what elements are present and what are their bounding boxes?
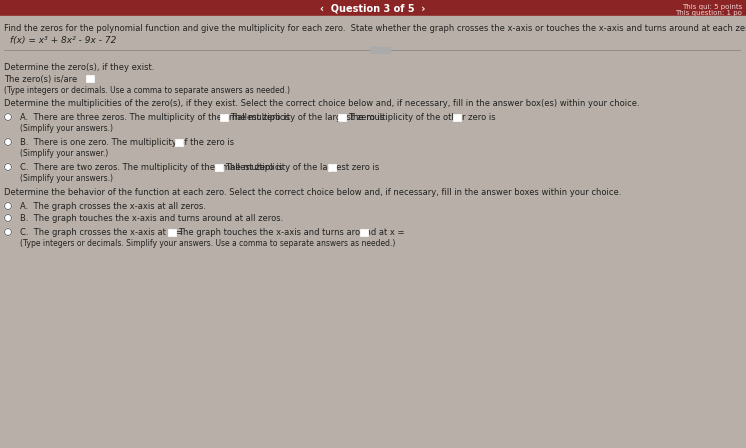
Text: (Simplify your answers.): (Simplify your answers.) xyxy=(20,124,113,133)
Text: (Type integers or decimals. Simplify your answers. Use a comma to separate answe: (Type integers or decimals. Simplify you… xyxy=(20,239,395,248)
Bar xyxy=(175,138,183,146)
Text: The multiplicity of the other zero is: The multiplicity of the other zero is xyxy=(348,113,495,122)
Bar xyxy=(215,164,223,171)
Text: The multiplicity of the largest zero is: The multiplicity of the largest zero is xyxy=(225,163,379,172)
Text: The graph touches the x-axis and turns around at x =: The graph touches the x-axis and turns a… xyxy=(178,228,404,237)
Text: C.  There are two zeros. The multiplicity of the smallest zero is: C. There are two zeros. The multiplicity… xyxy=(20,163,283,172)
Text: B.  There is one zero. The multiplicity of the zero is: B. There is one zero. The multiplicity o… xyxy=(20,138,234,147)
Bar xyxy=(360,228,368,236)
Bar xyxy=(168,228,176,236)
Circle shape xyxy=(4,138,11,146)
Circle shape xyxy=(4,164,11,171)
Bar xyxy=(220,113,228,121)
Text: (Type integers or decimals. Use a comma to separate answers as needed.): (Type integers or decimals. Use a comma … xyxy=(4,86,290,95)
Circle shape xyxy=(4,202,11,210)
Text: f(x) = x³ + 8x² - 9x - 72: f(x) = x³ + 8x² - 9x - 72 xyxy=(10,36,116,45)
Text: This qui: 5 points: This qui: 5 points xyxy=(682,4,742,10)
Bar xyxy=(370,47,390,53)
Text: The zero(s) is/are: The zero(s) is/are xyxy=(4,75,78,84)
Text: (Simplify your answer.): (Simplify your answer.) xyxy=(20,149,108,158)
Text: Determine the zero(s), if they exist.: Determine the zero(s), if they exist. xyxy=(4,63,154,72)
Text: A.  There are three zeros. The multiplicity of the smallest zero is: A. There are three zeros. The multiplici… xyxy=(20,113,290,122)
Text: The multiplicity of the largest zero is: The multiplicity of the largest zero is xyxy=(230,113,384,122)
Bar xyxy=(0,0,746,16)
Text: Determine the multiplicities of the zero(s), if they exist. Select the correct c: Determine the multiplicities of the zero… xyxy=(4,99,639,108)
Text: ‹  Question 3 of 5  ›: ‹ Question 3 of 5 › xyxy=(320,3,426,13)
Circle shape xyxy=(4,215,11,221)
Text: Determine the behavior of the function at each zero. Select the correct choice b: Determine the behavior of the function a… xyxy=(4,188,621,197)
Text: A.  The graph crosses the x-axis at all zeros.: A. The graph crosses the x-axis at all z… xyxy=(20,202,206,211)
Bar xyxy=(328,164,336,171)
Text: This question: 1 po: This question: 1 po xyxy=(675,10,742,16)
Text: B.  The graph touches the x-axis and turns around at all zeros.: B. The graph touches the x-axis and turn… xyxy=(20,214,283,223)
Bar xyxy=(453,113,461,121)
Circle shape xyxy=(4,113,11,121)
Text: Find the zeros for the polynomial function and give the multiplicity for each ze: Find the zeros for the polynomial functi… xyxy=(4,24,746,33)
Bar xyxy=(86,74,94,82)
Text: C.  The graph crosses the x-axis at x =: C. The graph crosses the x-axis at x = xyxy=(20,228,183,237)
Text: (Simplify your answers.): (Simplify your answers.) xyxy=(20,174,113,183)
Bar xyxy=(338,113,346,121)
Circle shape xyxy=(4,228,11,236)
